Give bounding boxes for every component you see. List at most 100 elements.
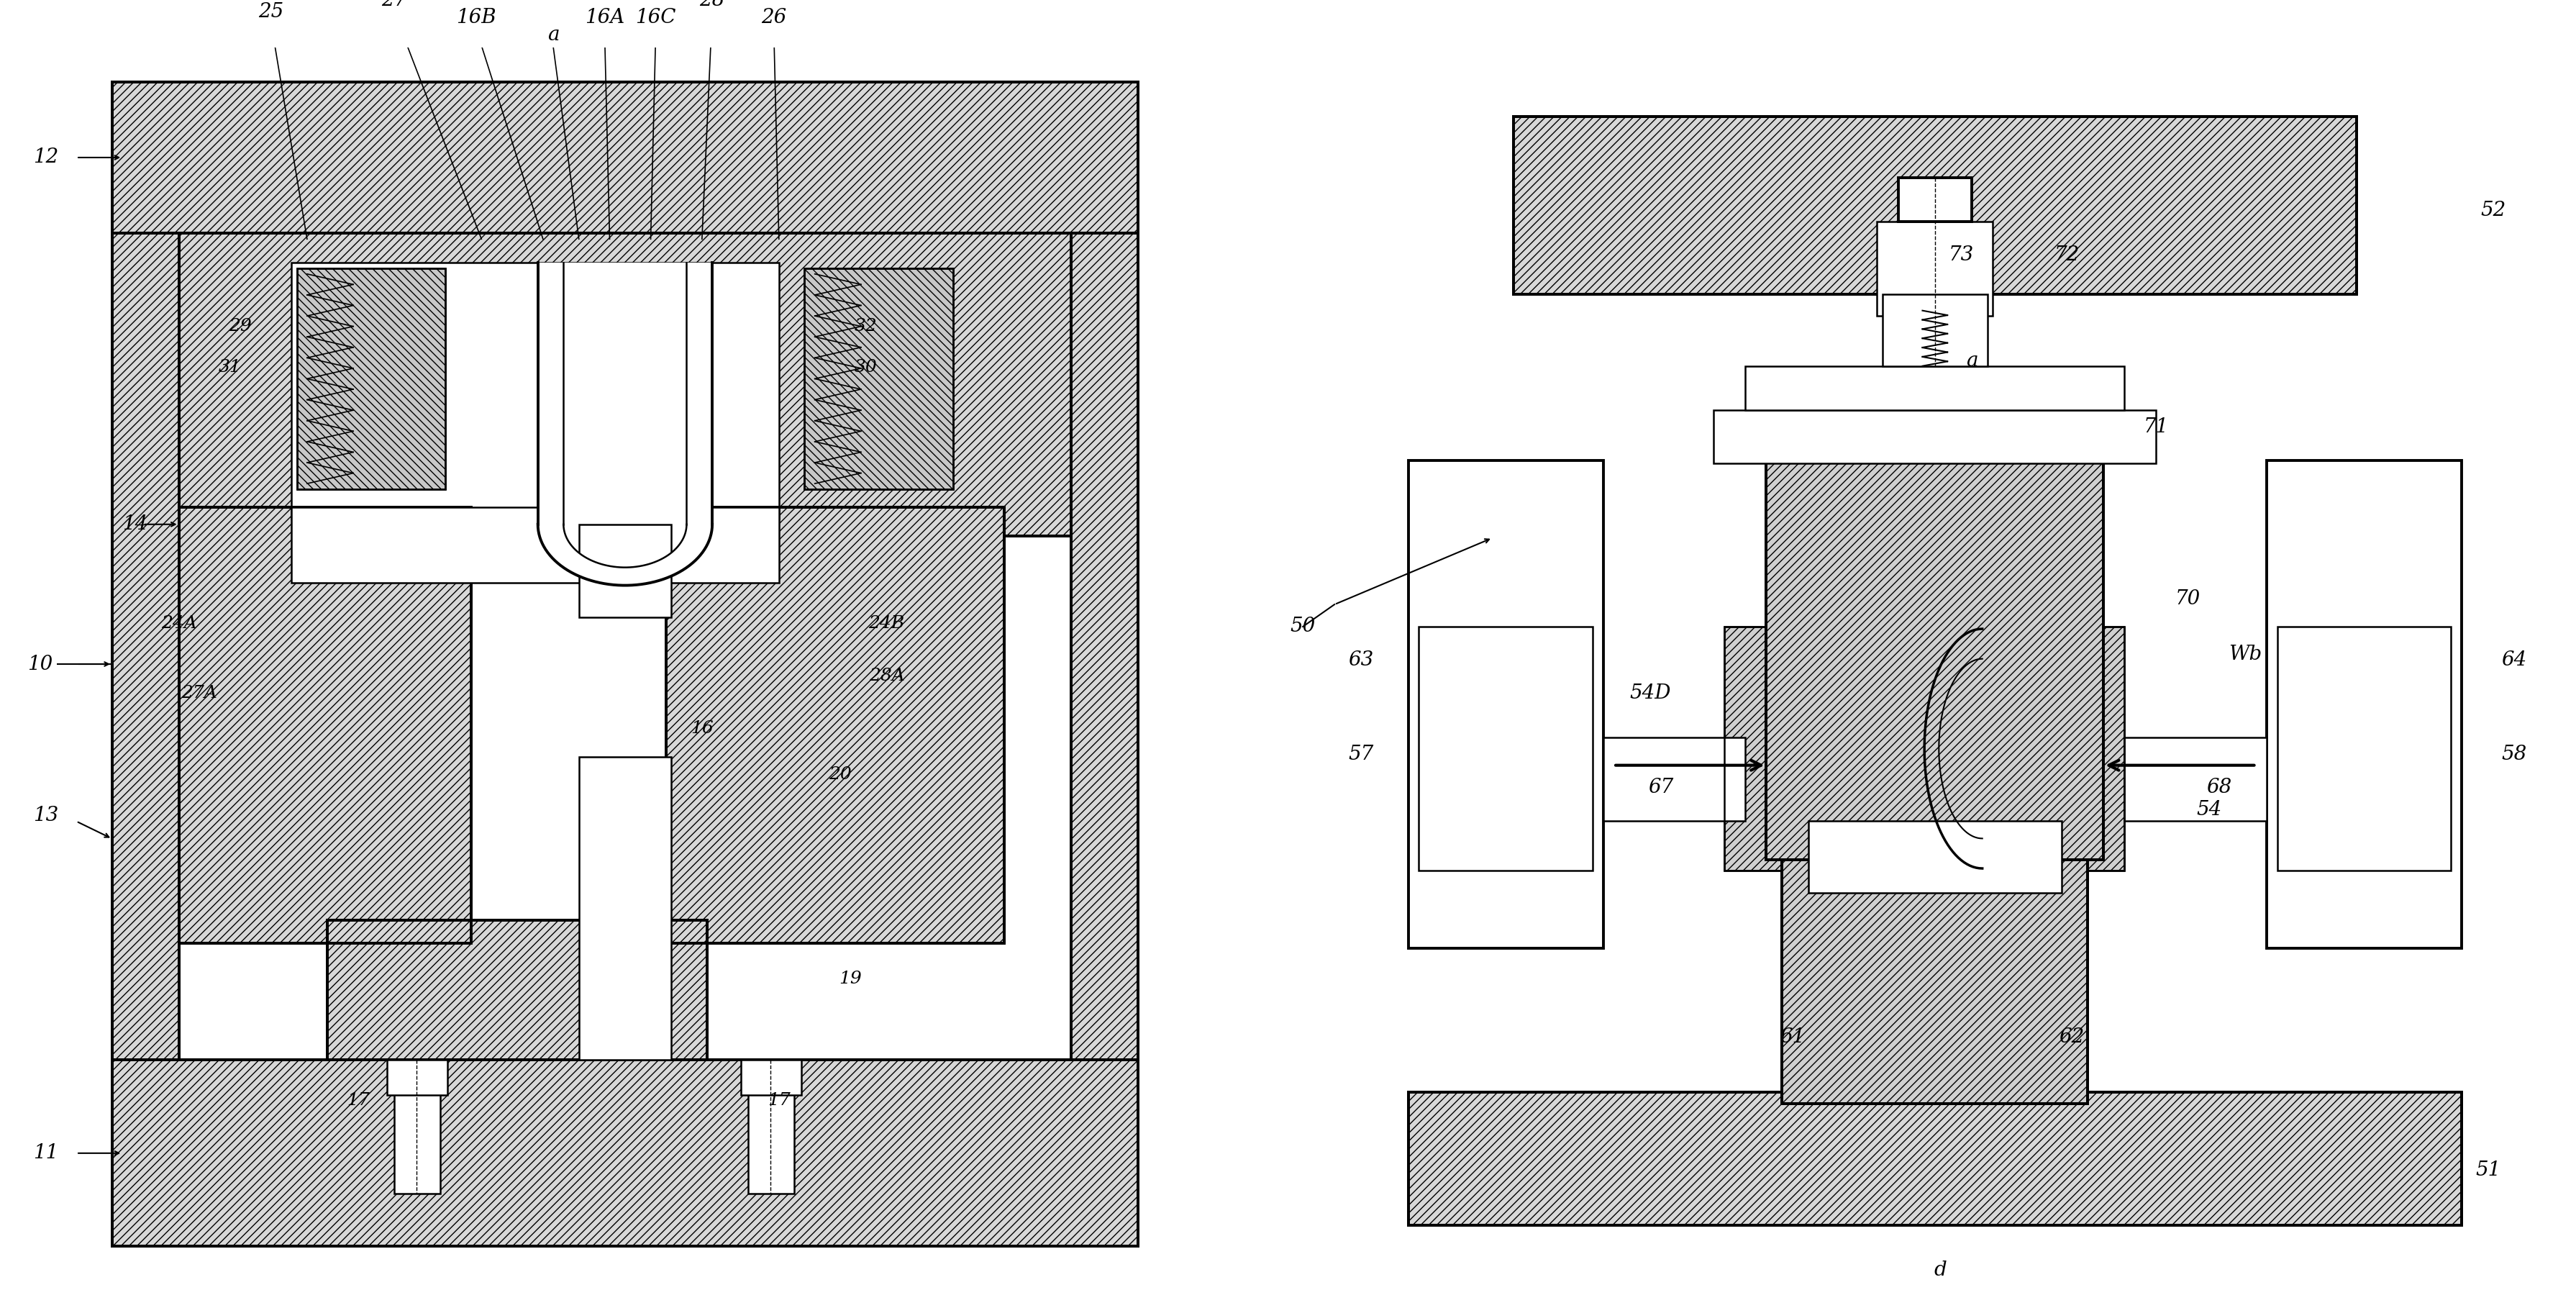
Bar [113, 233, 178, 1060]
Polygon shape [538, 524, 711, 586]
Text: 31: 31 [219, 359, 242, 375]
Bar [1713, 410, 2156, 463]
Bar [804, 268, 953, 489]
Bar [1783, 859, 2087, 1103]
Bar [580, 757, 672, 1060]
Text: 61: 61 [1780, 1027, 1806, 1046]
Text: 24A: 24A [160, 615, 196, 632]
Bar [1878, 222, 1994, 316]
Bar [1960, 627, 2125, 871]
Text: 13: 13 [33, 806, 59, 826]
Bar [1072, 233, 1139, 1060]
Text: 16A: 16A [585, 8, 623, 27]
Text: 24B: 24B [868, 615, 904, 632]
Text: d: d [1935, 1260, 1947, 1280]
Text: 30: 30 [855, 359, 878, 375]
Text: 27: 27 [381, 0, 407, 10]
Text: 63: 63 [1347, 650, 1373, 670]
Bar [1723, 627, 1909, 871]
Text: 73: 73 [1947, 245, 1973, 264]
Bar [113, 1060, 1139, 1246]
Text: 26: 26 [760, 8, 786, 27]
Bar [538, 262, 711, 524]
Bar [1767, 461, 2105, 859]
Text: 57: 57 [1347, 744, 1373, 764]
Text: 29: 29 [229, 319, 252, 334]
Bar [1419, 627, 1592, 871]
Text: 16: 16 [690, 720, 714, 737]
Text: 17: 17 [768, 1093, 791, 1109]
Bar [804, 268, 953, 489]
Bar [291, 262, 778, 519]
Bar [2277, 627, 2452, 871]
Bar [113, 233, 178, 1060]
Text: 11: 11 [33, 1143, 59, 1162]
Text: 72: 72 [2053, 245, 2079, 264]
Bar [178, 507, 471, 943]
Bar [742, 1060, 801, 1095]
Text: Wb: Wb [2228, 645, 2262, 664]
Text: a: a [546, 26, 559, 45]
Bar [667, 507, 1005, 943]
Text: 28A: 28A [868, 667, 904, 684]
Bar [296, 268, 446, 489]
Bar [1409, 461, 1602, 948]
Text: 64: 64 [2501, 650, 2527, 670]
Bar [386, 1060, 448, 1095]
Bar [1409, 1093, 2463, 1225]
Text: 32: 32 [855, 319, 878, 334]
Text: 14: 14 [124, 515, 147, 534]
Text: 19: 19 [840, 970, 863, 987]
Bar [327, 920, 706, 1060]
Bar [178, 233, 1072, 535]
Bar [667, 507, 1005, 943]
Bar [1783, 859, 2087, 1103]
Text: 20: 20 [829, 766, 853, 783]
Bar [1808, 820, 2061, 893]
Bar [1723, 627, 1909, 871]
Bar [291, 507, 778, 583]
Text: 25: 25 [258, 3, 283, 22]
Bar [1747, 366, 2125, 410]
Bar [113, 1060, 1139, 1246]
Text: 54: 54 [2197, 800, 2221, 819]
Bar [2125, 738, 2267, 820]
Text: 17: 17 [348, 1093, 371, 1109]
Bar [1602, 738, 1747, 820]
Text: a: a [1965, 351, 1978, 370]
Text: 51: 51 [2476, 1161, 2501, 1180]
Bar [1515, 116, 2357, 294]
Bar [394, 1060, 440, 1195]
Bar [2267, 461, 2463, 948]
Bar [1960, 627, 2125, 871]
Text: 10: 10 [28, 654, 54, 673]
Bar [178, 233, 1072, 535]
Bar [113, 81, 1139, 233]
Text: 67: 67 [1649, 778, 1674, 797]
Bar [1899, 178, 1971, 222]
Bar [747, 1060, 793, 1195]
Bar [1883, 294, 1989, 366]
Text: 58: 58 [2501, 744, 2527, 764]
Bar [580, 524, 672, 618]
Text: 12: 12 [33, 148, 59, 168]
Bar [296, 268, 446, 489]
Bar [178, 507, 471, 943]
Text: 52: 52 [2481, 201, 2506, 221]
Text: 50: 50 [1291, 617, 1316, 636]
Text: 54D: 54D [1631, 684, 1672, 703]
Bar [1072, 233, 1139, 1060]
Text: 16C: 16C [636, 8, 675, 27]
Text: 71: 71 [2143, 417, 2169, 437]
Bar [113, 81, 1139, 233]
Text: 70: 70 [2174, 590, 2200, 609]
Bar [1515, 116, 2357, 294]
Bar [1409, 1093, 2463, 1225]
Bar [1767, 461, 2105, 859]
Text: 68: 68 [2208, 778, 2231, 797]
Text: 16B: 16B [456, 8, 497, 27]
Text: 62: 62 [2058, 1027, 2084, 1046]
Text: 27A: 27A [180, 685, 216, 702]
Bar [327, 920, 706, 1060]
Text: 28: 28 [701, 0, 724, 10]
